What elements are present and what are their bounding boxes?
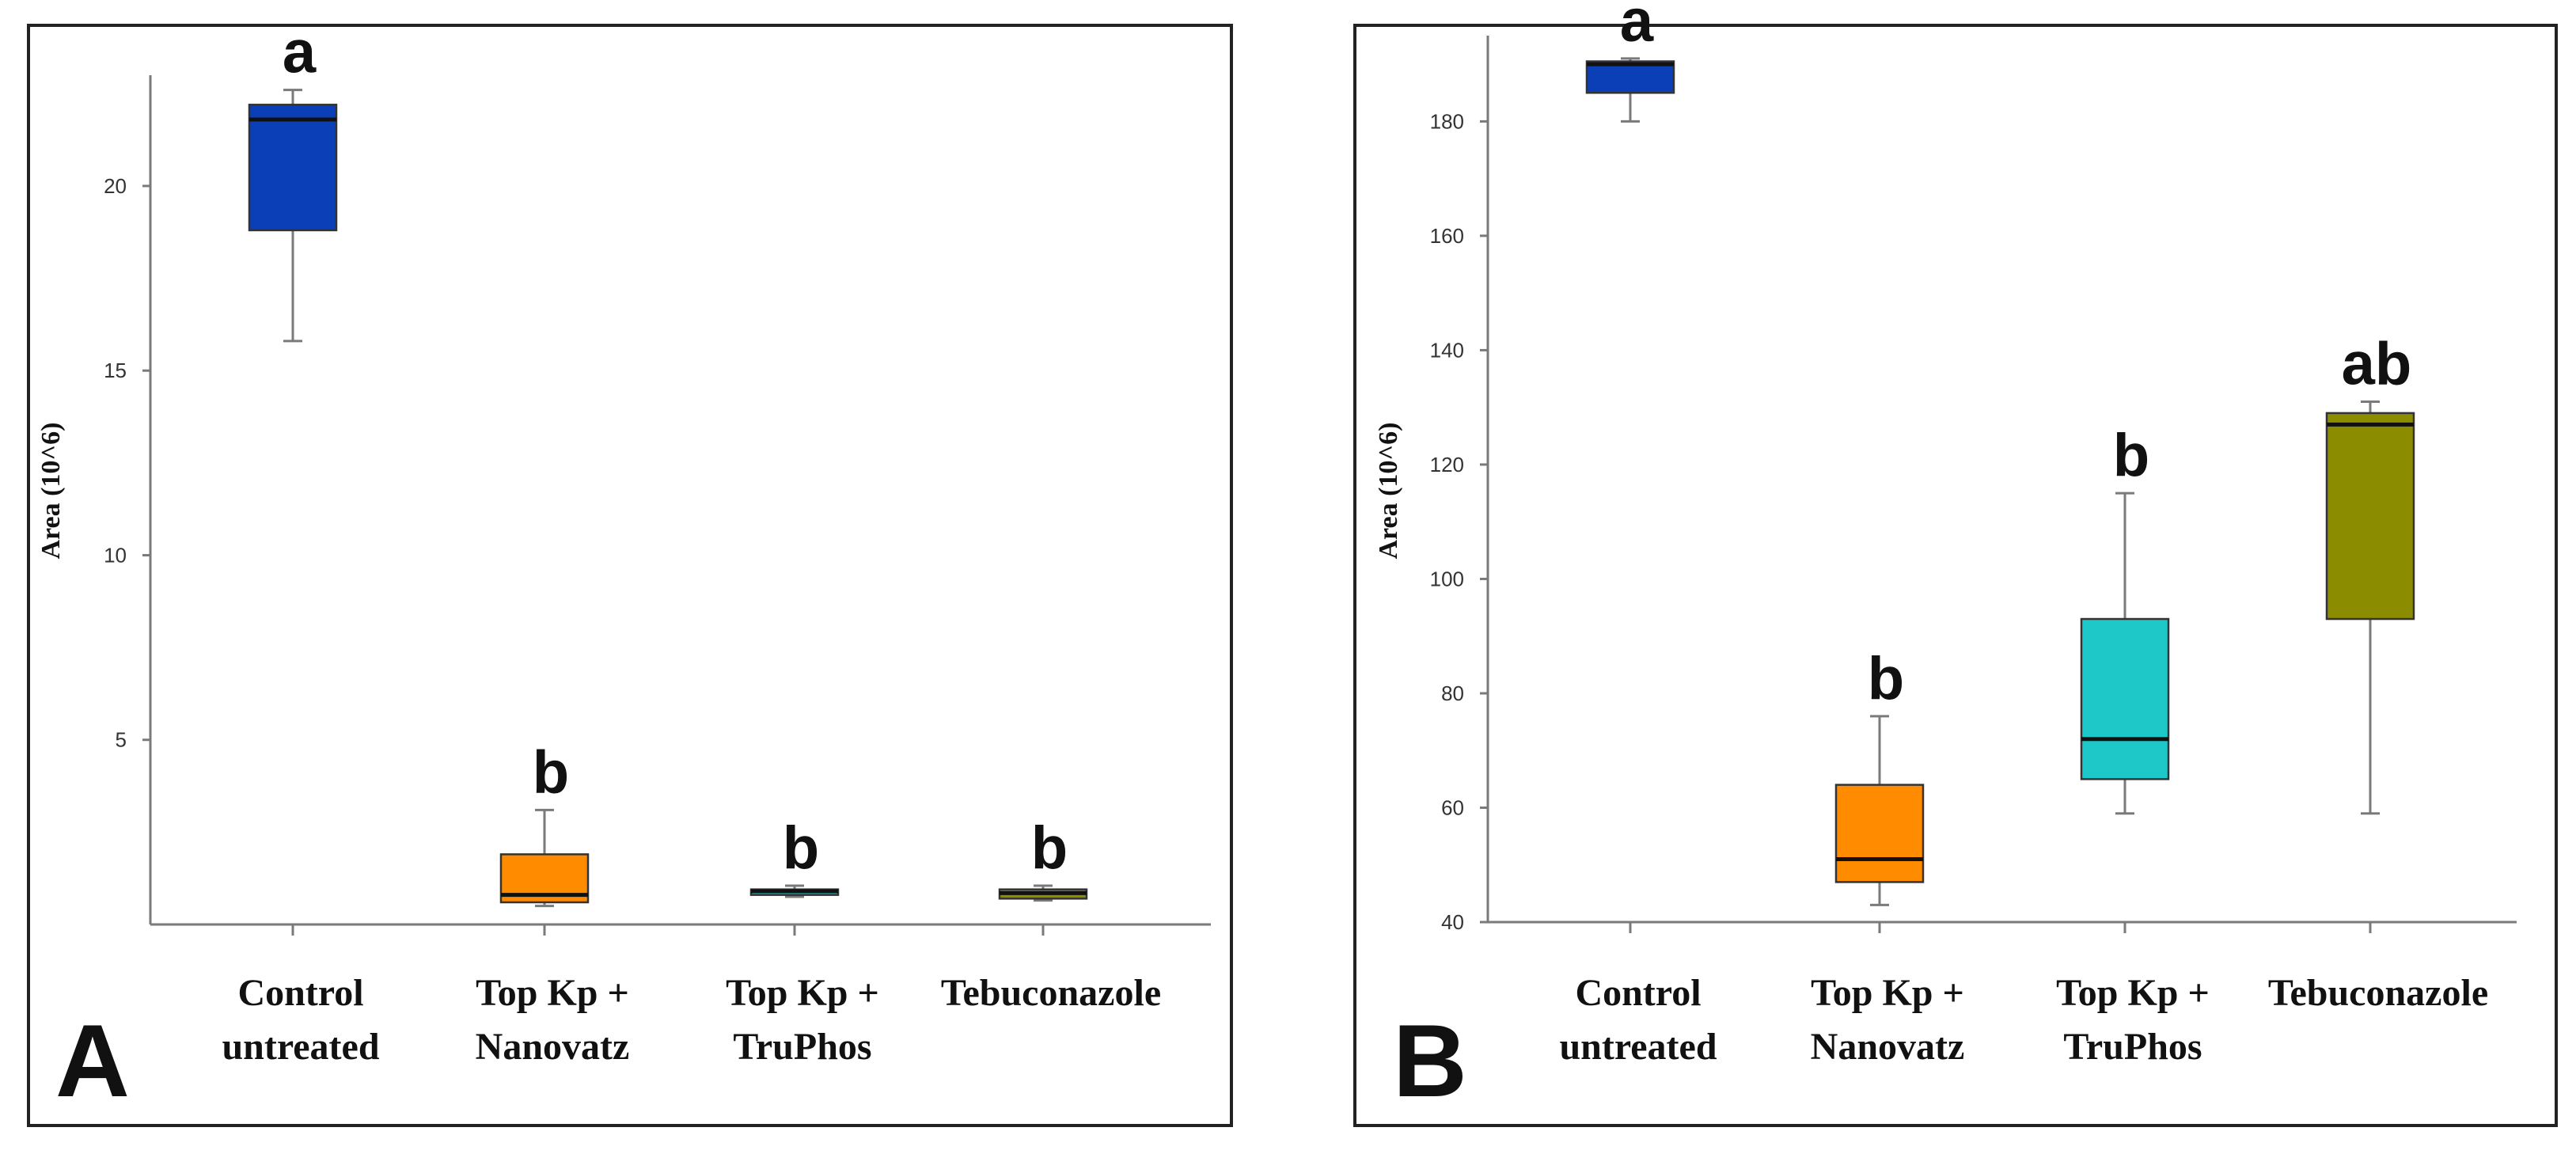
panel-a-category-label: Top Kp + — [726, 972, 879, 1014]
panel-b-plot: 40 60 80 100 120 140 160 180 Area (10^6) a Control… — [1374, 0, 2517, 1068]
panel-a-category-label: Tebuconazole — [941, 972, 1161, 1014]
panel-b-box — [2080, 617, 2170, 780]
panel-a-category-label: Nanovatz — [476, 1026, 630, 1068]
panel-a-y-axis-label: Area (10^6) — [36, 422, 66, 559]
panel-b-y-tick-label: 100 — [1430, 567, 1464, 590]
panel-a-category-label: untreated — [222, 1026, 379, 1068]
panel-a-y-tick-label: 10 — [104, 543, 127, 567]
panel-a-category-label: Control — [237, 972, 363, 1014]
panel-b: 40 60 80 100 120 140 160 180 Area (10^6) a Control… — [1353, 0, 2558, 1127]
panel-b-y-tick-label: 160 — [1430, 224, 1464, 248]
panel-b-y-tick-label: 120 — [1430, 453, 1464, 476]
panel-b-letter: B — [1393, 1003, 1467, 1118]
panel-b-significance-label: ab — [2342, 330, 2412, 397]
panel-a-significance-label: b — [783, 814, 819, 882]
panel-a-frame — [27, 24, 1233, 1127]
panel-a-y-tick-label: 15 — [104, 359, 127, 382]
panel-b-category-label: Top Kp + — [1811, 972, 1964, 1014]
panel-a-category-label: TruPhos — [733, 1026, 871, 1068]
panel-a: 5 10 15 20 Area (10^6) a Control untreated b Top … — [27, 19, 1233, 1127]
panel-a-significance-label: a — [283, 19, 317, 86]
panel-b-category-label: Tebuconazole — [2268, 972, 2488, 1014]
panel-b-box — [1585, 60, 1675, 94]
panel-b-category-label: untreated — [1559, 1026, 1717, 1068]
panel-b-significance-label: a — [1620, 0, 1654, 55]
panel-a-significance-label: b — [533, 738, 569, 806]
panel-b-category-label: Nanovatz — [1811, 1026, 1965, 1068]
panel-a-category-label: Top Kp + — [476, 972, 629, 1014]
panel-a-y-tick-label: 5 — [116, 728, 127, 752]
panel-b-y-tick-label: 180 — [1430, 109, 1464, 133]
panel-b-y-tick-label: 40 — [1441, 910, 1464, 934]
panel-a-box — [248, 104, 338, 232]
panel-b-y-tick-label: 60 — [1441, 795, 1464, 819]
panel-b-box — [2325, 412, 2415, 621]
panel-a-letter: A — [55, 1003, 130, 1118]
panel-b-y-tick-label: 140 — [1430, 338, 1464, 362]
panel-b-y-tick-label: 80 — [1441, 681, 1464, 705]
panel-b-significance-label: b — [2113, 422, 2149, 489]
panel-b-category-label: Control — [1575, 972, 1701, 1014]
panel-b-y-axis-label: Area (10^6) — [1374, 422, 1403, 559]
panel-b-category-label: TruPhos — [2063, 1026, 2202, 1068]
panel-a-significance-label: b — [1031, 814, 1068, 882]
panel-b-category-label: Top Kp + — [2056, 972, 2210, 1014]
panel-b-significance-label: b — [1868, 645, 1904, 712]
panel-a-plot: 5 10 15 20 Area (10^6) a Control untreated b Top … — [36, 19, 1211, 1068]
panel-a-y-tick-label: 20 — [104, 174, 127, 198]
panel-b-box — [1834, 784, 1925, 883]
